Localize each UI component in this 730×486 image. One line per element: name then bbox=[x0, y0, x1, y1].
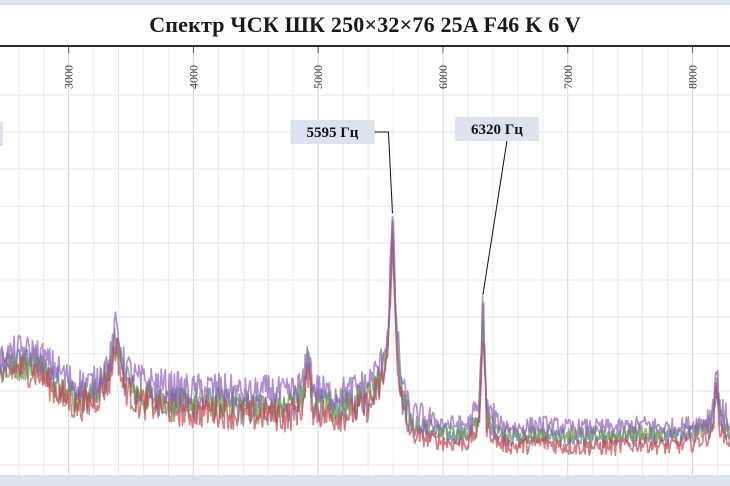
x-tick-label: 5000 bbox=[311, 65, 325, 89]
x-tick-label: 6000 bbox=[436, 65, 450, 89]
x-tick-label: 4000 bbox=[186, 65, 200, 89]
spectrum-series-2 bbox=[0, 228, 730, 457]
x-tick-label: 8000 bbox=[686, 65, 700, 89]
annotation-leader-line bbox=[374, 131, 393, 214]
bottom-border-strip bbox=[0, 475, 730, 486]
spectrum-series-0 bbox=[0, 220, 730, 449]
top-border-strip bbox=[0, 0, 730, 5]
annotation-box bbox=[454, 117, 539, 141]
x-tick-label: 7000 bbox=[561, 65, 575, 89]
legend-stub bbox=[0, 122, 3, 146]
annotation-box bbox=[290, 120, 375, 144]
spectrum-chart: 3000 4000 5000 6000 7000 8000 5595 Гц 6320 Гц bbox=[0, 47, 730, 475]
annotation-leader-line bbox=[482, 140, 508, 295]
peak-annotation-label: 6320 Гц bbox=[471, 122, 523, 138]
title-bar: Спектр ЧСК ШК 250×32×76 25A F46 K 6 V bbox=[0, 5, 730, 47]
spectrum-series-3 bbox=[0, 216, 730, 438]
chart-title: Спектр ЧСК ШК 250×32×76 25A F46 K 6 V bbox=[149, 12, 581, 37]
x-tick-label: 3000 bbox=[62, 65, 76, 89]
peak-annotation-label: 5595 Гц bbox=[306, 125, 358, 141]
spectrum-series-1 bbox=[0, 226, 730, 445]
